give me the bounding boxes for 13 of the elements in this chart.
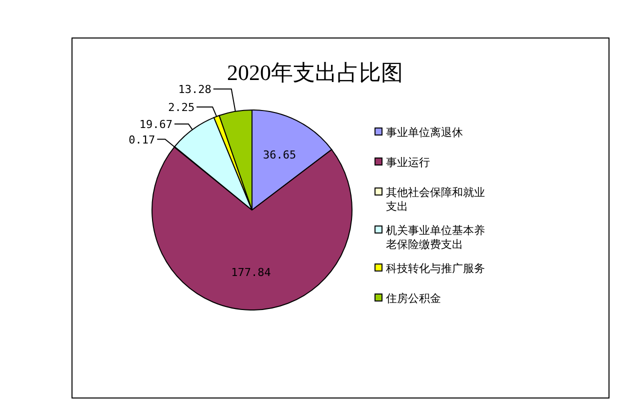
data-label: 0.17 (128, 133, 156, 146)
legend-label: 其他社会保障和就业支出 (386, 186, 485, 213)
data-label: 13.28 (178, 83, 212, 96)
legend-label: 住房公积金 (386, 292, 441, 305)
legend-label: 科技转化与推广服务 (386, 262, 485, 275)
legend-label: 事业运行 (386, 156, 430, 169)
chart-title: 2020年支出占比图 (227, 60, 403, 85)
legend-label: 机关事业单位基本养老保险缴费支出 (386, 224, 485, 251)
data-label: 2.25 (168, 101, 195, 114)
data-label: 36.65 (263, 148, 296, 162)
legend-label: 事业单位离退休 (386, 126, 463, 139)
data-label: 177.84 (231, 266, 272, 279)
data-label: 19.67 (139, 118, 172, 131)
